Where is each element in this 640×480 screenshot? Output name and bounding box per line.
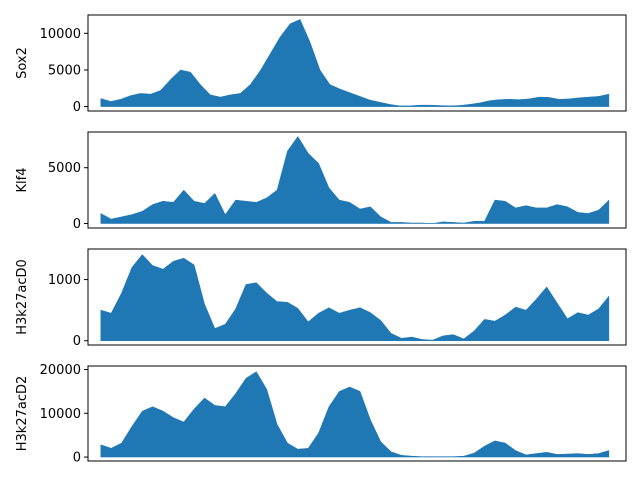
area-series-2 xyxy=(100,254,610,341)
y-tick-label-3-0: 0 xyxy=(73,451,81,466)
subplot-1: 0 5000 Klf4 xyxy=(15,131,627,232)
y-axis-label-2: H3k27acD0 xyxy=(15,259,30,335)
y-axis-label-1: Klf4 xyxy=(15,168,30,193)
subplot-2: 0 1000 H3k27acD0 xyxy=(15,248,627,349)
subplot-0: 0 5000 10000 Sox2 xyxy=(15,14,627,115)
axes-frame-1 xyxy=(87,131,627,229)
area-series-0 xyxy=(100,19,610,107)
area-series-3 xyxy=(100,371,610,458)
axes-frame-0 xyxy=(87,14,627,112)
axes-frame-2 xyxy=(87,248,627,346)
y-axis-label-3: H3k27acD2 xyxy=(15,376,30,452)
y-tick-label-0-1: 5000 xyxy=(48,63,81,78)
y-tick-label-0-0: 0 xyxy=(73,100,81,115)
area-series-1 xyxy=(100,136,610,224)
y-tick-label-1-1: 5000 xyxy=(48,161,81,176)
y-tick-label-2-1: 1000 xyxy=(48,273,81,288)
y-tick-label-3-1: 10000 xyxy=(40,407,81,422)
subplot-3: 0 10000 20000 H3k27acD2 xyxy=(15,363,627,466)
y-tick-label-1-0: 0 xyxy=(73,217,81,232)
y-tick-label-2-0: 0 xyxy=(73,334,81,349)
y-tick-label-0-2: 10000 xyxy=(40,27,81,42)
y-tick-label-3-2: 20000 xyxy=(40,363,81,378)
y-axis-label-0: Sox2 xyxy=(15,47,30,79)
